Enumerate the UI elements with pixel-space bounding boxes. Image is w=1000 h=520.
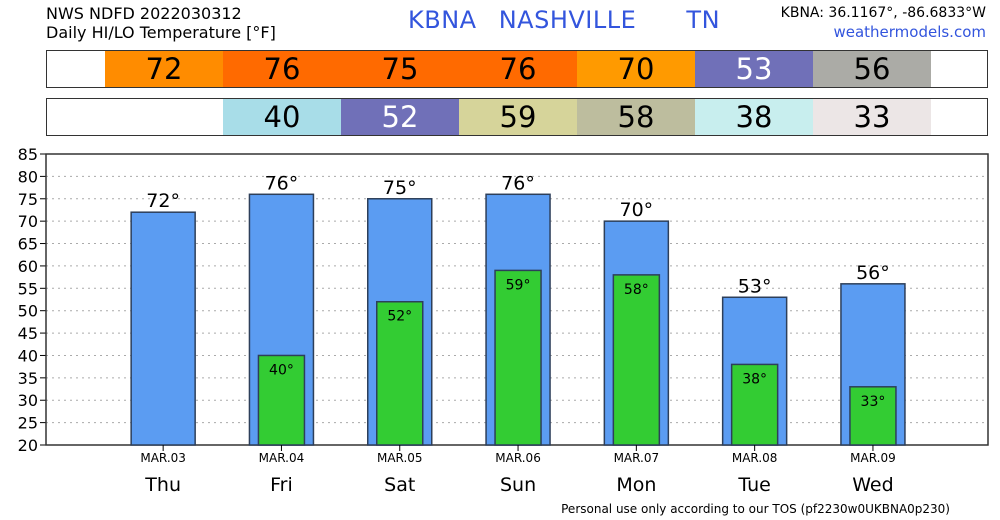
x-day-label: Sat: [384, 474, 415, 496]
y-tick-label: 20: [18, 436, 38, 455]
y-tick-label: 50: [18, 302, 38, 321]
lo-bar: [730, 363, 779, 446]
lo-bar: [849, 386, 897, 446]
lo-bar-label: 38°: [742, 371, 767, 387]
chart-subtitle: Daily HI/LO Temperature [°F]: [46, 23, 276, 42]
lo-bar: [376, 300, 424, 446]
lo-bar-label: 40°: [269, 362, 294, 378]
hi-strip-cell: 56: [813, 51, 931, 87]
lo-strip-cell: 33: [813, 99, 931, 135]
x-date-label: MAR.04: [259, 451, 305, 465]
hi-bar-label: 56°: [856, 262, 890, 284]
header-left: NWS NDFD 2022030312 Daily HI/LO Temperat…: [46, 4, 276, 42]
hi-bar-label: 70°: [620, 199, 654, 221]
hi-bar-label: 76°: [265, 172, 299, 194]
hi-strip-cell: 76: [223, 51, 341, 87]
lo-strip-cell: 38: [695, 99, 813, 135]
lo-strip-cell: 40: [223, 99, 341, 135]
y-tick-label: 25: [18, 414, 38, 433]
y-tick-label: 65: [18, 235, 38, 254]
x-date-label: MAR.08: [732, 451, 778, 465]
hi-bar-label: 76°: [501, 172, 535, 194]
product-line: NWS NDFD 2022030312: [46, 4, 242, 23]
hi-strip-cell: 75: [341, 51, 459, 87]
hi-strip-cell: 53: [695, 51, 813, 87]
x-date-label: MAR.09: [850, 451, 896, 465]
x-date-label: MAR.07: [614, 451, 660, 465]
site-link[interactable]: weathermodels.com: [833, 23, 986, 41]
lo-bar: [494, 269, 542, 446]
hi-strip-cell: 76: [459, 51, 577, 87]
y-tick-label: 35: [18, 369, 38, 388]
x-date-label: MAR.06: [495, 451, 541, 465]
hi-strip-cell: 70: [577, 51, 695, 87]
x-day-label: Fri: [270, 474, 293, 496]
y-tick-label: 80: [18, 167, 38, 186]
x-date-label: MAR.05: [377, 451, 423, 465]
lo-bar-label: 58°: [624, 282, 649, 298]
x-day-label: Sun: [500, 474, 536, 496]
y-tick-label: 75: [18, 190, 38, 209]
y-tick-label: 55: [18, 279, 38, 298]
station-title: KBNA NASHVILLE TN: [408, 6, 734, 34]
lo-strip-cell: 58: [577, 99, 695, 135]
header-right: KBNA: 36.1167°, -86.6833°W weathermodels…: [781, 4, 986, 42]
lo-bar: [257, 354, 306, 446]
station-coords: KBNA: 36.1167°, -86.6833°W: [780, 5, 986, 21]
y-tick-label: 85: [18, 145, 38, 164]
lo-temp-strip: 40 52 59 58 38 33: [46, 98, 988, 136]
y-tick-label: 60: [18, 257, 38, 276]
hi-bar-label: 75°: [383, 177, 417, 199]
hi-bar: [130, 211, 196, 446]
y-tick-label: 30: [18, 391, 38, 410]
x-day-label: Thu: [144, 474, 181, 496]
hi-strip-cell: 72: [105, 51, 223, 87]
lo-strip-cell: 52: [341, 99, 459, 135]
hi-temp-strip: 72 76 75 76 70 53 56: [46, 50, 988, 88]
lo-bar: [612, 274, 661, 446]
lo-strip-cell: 59: [459, 99, 577, 135]
hi-bar-label: 72°: [146, 190, 180, 212]
x-day-label: Mon: [616, 474, 656, 496]
station-state: TN: [686, 6, 721, 34]
lo-strip-cell: [105, 99, 223, 135]
x-day-label: Wed: [852, 474, 893, 496]
y-tick-label: 45: [18, 324, 38, 343]
x-day-label: Tue: [737, 474, 770, 496]
x-date-label: MAR.03: [140, 451, 186, 465]
hi-bar-label: 53°: [738, 275, 772, 297]
station-id: KBNA: [408, 6, 477, 34]
lo-bar-label: 52°: [387, 309, 412, 325]
temperature-chart: 20 25 30 35 40 45 50 55 60 65 70 75 80 85 72° MAR.03 Thu…: [18, 145, 989, 496]
lo-bar-label: 33°: [861, 394, 886, 410]
footer-note: Personal use only according to our TOS (…: [561, 502, 950, 516]
y-tick-label: 70: [18, 212, 38, 231]
station-city: NASHVILLE: [498, 6, 637, 34]
lo-bar-label: 59°: [506, 277, 531, 293]
y-tick-label: 40: [18, 346, 38, 365]
